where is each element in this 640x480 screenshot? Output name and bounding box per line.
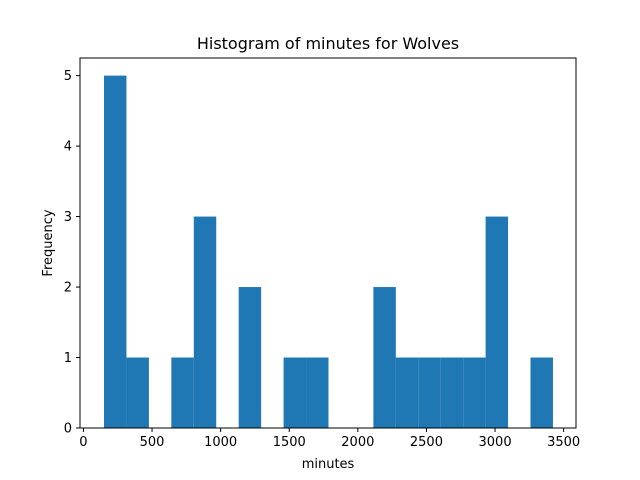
bars-group	[104, 75, 553, 428]
y-tick-label: 5	[64, 69, 72, 84]
x-tick-label: 2000	[341, 435, 374, 450]
x-tick-label: 3000	[479, 435, 512, 450]
histogram-bar	[283, 357, 307, 428]
plot-frame	[79, 57, 577, 429]
histogram-bar	[395, 357, 419, 428]
x-tick-label: 0	[79, 435, 87, 450]
histogram-bar	[238, 287, 262, 428]
x-tick-label: 3500	[547, 435, 580, 450]
y-tick-label: 4	[64, 140, 72, 155]
histogram-bar	[530, 357, 553, 428]
y-tick-label: 1	[64, 351, 72, 366]
x-axis-ticks: 0 500 1000 1500 2000 2500 3000 3500	[79, 428, 580, 450]
x-tick-label: 1000	[204, 435, 237, 450]
histogram-bar	[463, 357, 486, 428]
y-axis-label: Frequency	[41, 209, 56, 276]
histogram-bar	[440, 357, 464, 428]
histogram-bar	[193, 216, 217, 428]
x-tick-label: 500	[140, 435, 165, 450]
x-axis-label: minutes	[302, 457, 355, 472]
histogram-bar	[306, 357, 329, 428]
y-tick-label: 0	[64, 422, 72, 437]
y-tick-label: 2	[64, 281, 72, 296]
histogram-bar	[373, 287, 396, 428]
x-tick-label: 2500	[410, 435, 443, 450]
histogram-bar	[126, 357, 149, 428]
histogram-bar	[104, 75, 127, 428]
chart-title: Histogram of minutes for Wolves	[197, 34, 459, 53]
histogram-bar	[485, 216, 509, 428]
y-tick-label: 3	[64, 210, 72, 225]
histogram-bar	[171, 357, 194, 428]
y-axis-ticks: 0 1 2 3 4 5	[64, 69, 80, 437]
x-tick-label: 1500	[273, 435, 306, 450]
histogram-bar	[418, 357, 441, 428]
